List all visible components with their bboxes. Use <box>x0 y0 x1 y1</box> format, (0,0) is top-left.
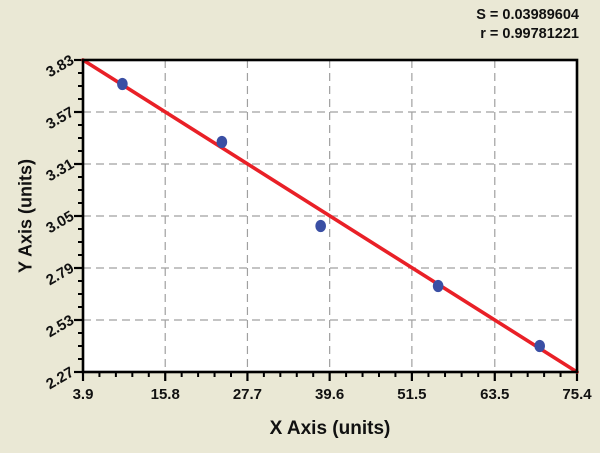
x-tick-label: 51.5 <box>397 386 426 403</box>
stats-block: S = 0.03989604 r = 0.99781221 <box>476 6 579 44</box>
x-tick-label: 75.4 <box>562 386 592 403</box>
stat-r-value: r = 0.99781221 <box>480 26 579 42</box>
y-tick-label: 2.79 <box>43 260 77 289</box>
x-tick-label: 63.5 <box>480 386 509 403</box>
y-tick-label: 3.05 <box>43 208 77 237</box>
stat-s-value: S = 0.03989604 <box>476 7 579 23</box>
x-tick-label: 39.6 <box>315 386 344 403</box>
data-point <box>534 339 545 353</box>
y-tick-label: 2.53 <box>43 312 77 341</box>
x-axis-title: X Axis (units) <box>269 418 391 439</box>
data-point <box>117 77 128 91</box>
data-point <box>315 219 326 233</box>
x-tick-label: 3.9 <box>73 386 94 403</box>
data-point <box>216 135 228 149</box>
data-point <box>432 279 444 293</box>
x-tick-label: 15.8 <box>151 386 180 403</box>
y-tick-label: 3.57 <box>43 104 77 133</box>
regression-line <box>81 58 579 374</box>
plot-frame <box>81 58 579 374</box>
y-tick-label: 3.83 <box>43 52 77 81</box>
y-tick-label: 3.31 <box>43 156 77 185</box>
x-tick-label: 27.7 <box>233 386 262 403</box>
y-axis-title: Y Axis (units) <box>15 158 36 274</box>
